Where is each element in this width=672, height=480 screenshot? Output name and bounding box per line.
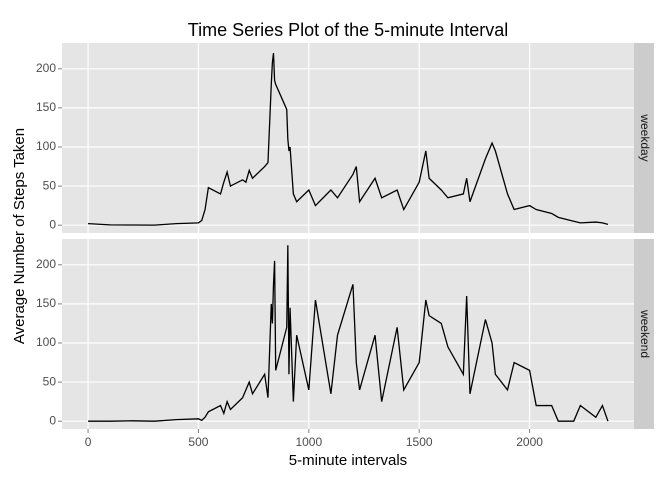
y-tick-label: 0 bbox=[49, 413, 56, 427]
facet-strip bbox=[634, 43, 654, 233]
x-tick-label: 2000 bbox=[516, 435, 543, 449]
x-axis-label: 5-minute intervals bbox=[289, 452, 407, 469]
y-tick-label: 200 bbox=[36, 61, 56, 75]
data-line bbox=[88, 245, 609, 422]
panel-background bbox=[62, 239, 634, 429]
y-tick-label: 50 bbox=[43, 374, 57, 388]
data-line bbox=[88, 53, 609, 226]
panel-background bbox=[62, 43, 634, 233]
y-tick-label: 100 bbox=[36, 139, 56, 153]
y-tick-label: 0 bbox=[49, 217, 56, 231]
y-axis-label: Average Number of Steps Taken bbox=[11, 128, 28, 344]
y-tick-label: 200 bbox=[36, 257, 56, 271]
facet-label: weekend bbox=[638, 309, 652, 358]
y-tick-label: 50 bbox=[43, 178, 57, 192]
facet-label: weekday bbox=[638, 113, 652, 161]
x-tick-label: 500 bbox=[188, 435, 208, 449]
facet-strip bbox=[634, 239, 654, 429]
y-tick-label: 150 bbox=[36, 100, 56, 114]
y-tick-label: 150 bbox=[36, 296, 56, 310]
x-tick-label: 1500 bbox=[406, 435, 433, 449]
chart-title: Time Series Plot of the 5-minute Interva… bbox=[188, 20, 508, 40]
x-tick-label: 0 bbox=[85, 435, 92, 449]
x-tick-label: 1000 bbox=[295, 435, 322, 449]
y-tick-label: 100 bbox=[36, 335, 56, 349]
